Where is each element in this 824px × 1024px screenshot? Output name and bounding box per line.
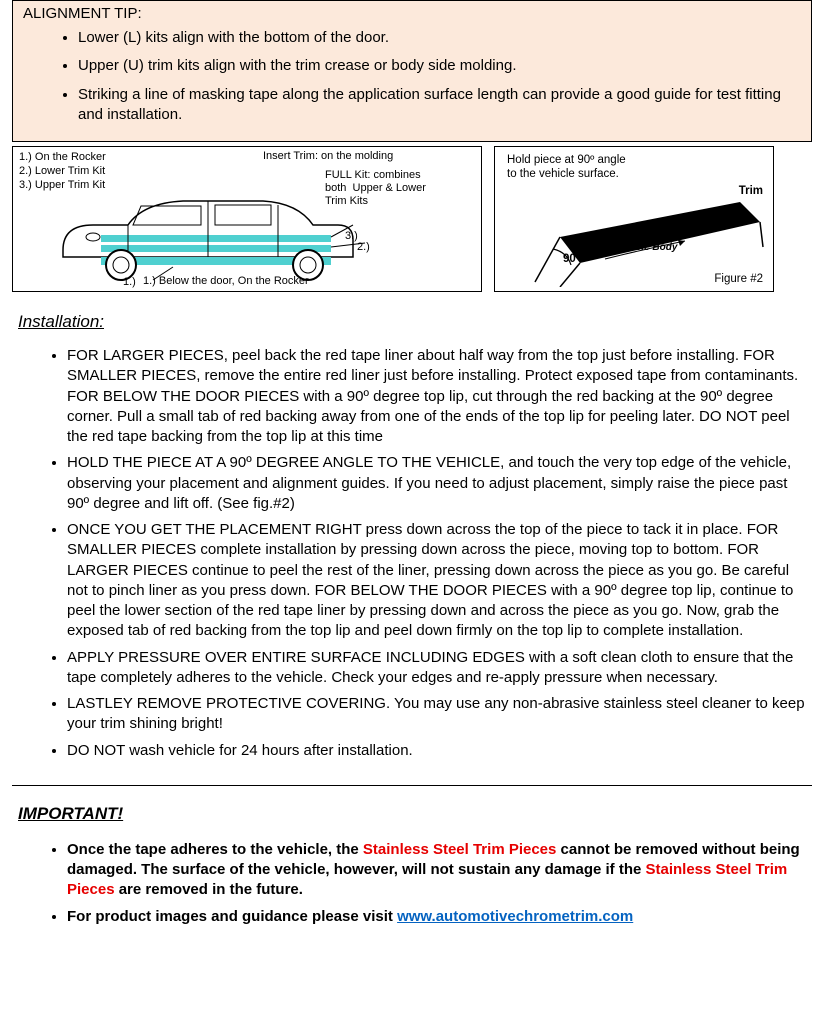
red-highlight: Stainless Steel Trim Pieces xyxy=(363,841,556,858)
install-step: LASTLEY REMOVE PROTECTIVE COVERING. You … xyxy=(67,694,812,735)
important-heading: IMPORTANT! xyxy=(18,804,812,824)
important-text: are removed in the future. xyxy=(115,881,303,898)
angle-diagram: Hold piece at 90º angleto the vehicle su… xyxy=(494,146,774,292)
below-door-label: 1.) Below the door, On the Rocker xyxy=(143,275,309,287)
figure-label: Figure #2 xyxy=(714,273,763,285)
tip-item: Upper (U) trim kits align with the trim … xyxy=(78,56,801,76)
alignment-tip-title: ALIGNMENT TIP: xyxy=(23,5,801,22)
product-link[interactable]: www.automotivechrometrim.com xyxy=(397,908,633,925)
callout-2: 2.) xyxy=(357,241,370,253)
tip-item: Striking a line of masking tape along th… xyxy=(78,85,801,126)
car-svg xyxy=(53,195,373,285)
callout-1: 1.) xyxy=(123,276,136,288)
install-step: APPLY PRESSURE OVER ENTIRE SURFACE INCLU… xyxy=(67,648,812,689)
important-text: Once the tape adheres to the vehicle, th… xyxy=(67,841,363,858)
insert-trim-label: Insert Trim: on the molding xyxy=(263,150,393,162)
important-item: For product images and guidance please v… xyxy=(67,907,812,927)
legend-line: 3.) Upper Trim Kit xyxy=(19,179,106,193)
callout-3: 3.) xyxy=(345,230,358,242)
hold-text: Hold piece at 90º angleto the vehicle su… xyxy=(507,153,626,182)
legend-line: 2.) Lower Trim Kit xyxy=(19,165,106,179)
installation-list: FOR LARGER PIECES, peel back the red tap… xyxy=(12,346,812,761)
tip-item: Lower (L) kits align with the bottom of … xyxy=(78,28,801,48)
angle-label: 90° xyxy=(563,253,580,265)
install-step: DO NOT wash vehicle for 24 hours after i… xyxy=(67,741,812,761)
important-list: Once the tape adheres to the vehicle, th… xyxy=(12,840,812,927)
vehicle-body-label: Vehicle Body xyxy=(615,242,677,253)
car-diagram: 1.) On the Rocker 2.) Lower Trim Kit 3.)… xyxy=(12,146,482,292)
divider xyxy=(12,785,812,786)
angle-svg xyxy=(505,187,765,287)
important-text: For product images and guidance please v… xyxy=(67,908,397,925)
diagram-legend: 1.) On the Rocker 2.) Lower Trim Kit 3.)… xyxy=(19,151,106,192)
install-step: ONCE YOU GET THE PLACEMENT RIGHT press d… xyxy=(67,520,812,642)
legend-line: 1.) On the Rocker xyxy=(19,151,106,165)
important-item: Once the tape adheres to the vehicle, th… xyxy=(67,840,812,901)
installation-heading: Installation: xyxy=(18,312,812,332)
alignment-tip-box: ALIGNMENT TIP: Lower (L) kits align with… xyxy=(12,0,812,142)
diagram-row: 1.) On the Rocker 2.) Lower Trim Kit 3.)… xyxy=(12,146,812,292)
alignment-tip-list: Lower (L) kits align with the bottom of … xyxy=(23,28,801,125)
install-step: HOLD THE PIECE AT A 90º DEGREE ANGLE TO … xyxy=(67,453,812,514)
install-step: FOR LARGER PIECES, peel back the red tap… xyxy=(67,346,812,447)
